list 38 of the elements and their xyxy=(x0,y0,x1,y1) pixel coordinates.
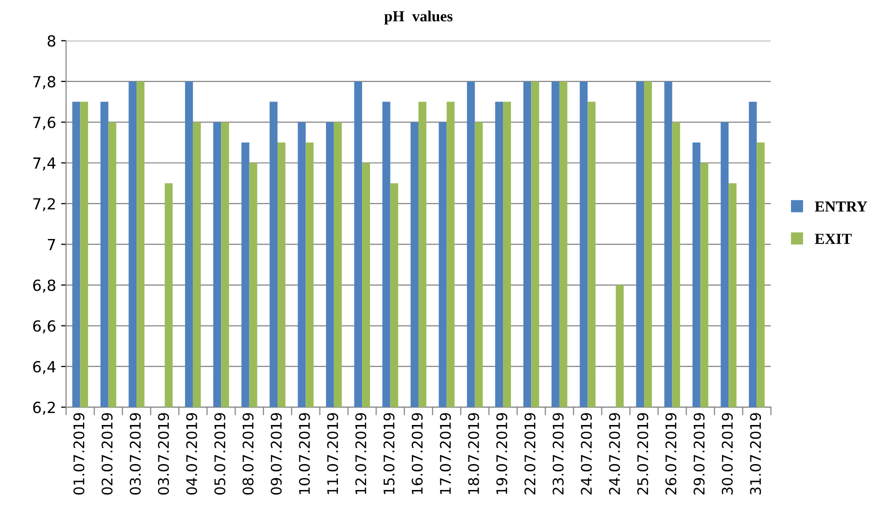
x-tick-label: 01.07.2019 xyxy=(73,413,84,495)
x-tick-label: 03.07.2019 xyxy=(158,413,169,495)
x-tick-label: 03.07.2019 xyxy=(130,413,141,495)
x-tick-label: 19.07.2019 xyxy=(496,413,508,494)
x-tick-label: 05.07.2019 xyxy=(214,413,226,495)
x-tick-label: 24.07.2019 xyxy=(609,413,620,494)
y-tick-label: 7,6 xyxy=(33,116,56,130)
x-tick-label: 24.07.2019 xyxy=(580,413,592,494)
x-tick-label: 02.07.2019 xyxy=(102,413,113,495)
legend-label: ENTRY xyxy=(814,202,868,212)
x-tick-label: 30.07.2019 xyxy=(722,413,733,494)
x-tick-label: 04.07.2019 xyxy=(186,413,198,495)
x-tick-label: 29.07.2019 xyxy=(694,413,705,494)
y-tick-label: 8 xyxy=(48,35,56,47)
y-tick-label: 7 xyxy=(48,238,56,250)
x-tick-label: 10.07.2019 xyxy=(298,413,310,494)
x-tick-label: 11.07.2019 xyxy=(327,413,338,494)
y-tick-label: 7,4 xyxy=(33,158,56,170)
y-tick-label: 7,8 xyxy=(33,76,56,90)
y-tick-label: 6,6 xyxy=(33,320,56,334)
x-tick-label: 09.07.2019 xyxy=(270,413,282,495)
legend-label: EXIT xyxy=(814,234,852,244)
x-tick-label: 16.07.2019 xyxy=(412,413,423,494)
x-tick-label: 31.07.2019 xyxy=(750,413,762,494)
x-tick-label: 23.07.2019 xyxy=(552,413,564,494)
x-tick-label: 12.07.2019 xyxy=(355,413,366,494)
y-tick-label: 6,8 xyxy=(33,280,56,293)
y-tick-label: 6,4 xyxy=(33,360,56,374)
y-tick-label: 7,2 xyxy=(33,198,55,212)
x-tick-label: 15.07.2019 xyxy=(383,413,395,494)
x-tick-label: 17.07.2019 xyxy=(440,413,451,494)
y-tick-label: 6,2 xyxy=(33,402,55,415)
x-tick-label: 08.07.2019 xyxy=(242,413,254,495)
x-tick-label: 26.07.2019 xyxy=(665,413,676,494)
x-tick-label: 18.07.2019 xyxy=(468,413,480,494)
x-tick-label: 25.07.2019 xyxy=(637,413,648,494)
chart-title: pH values xyxy=(384,10,452,25)
x-tick-label: 22.07.2019 xyxy=(524,413,536,494)
